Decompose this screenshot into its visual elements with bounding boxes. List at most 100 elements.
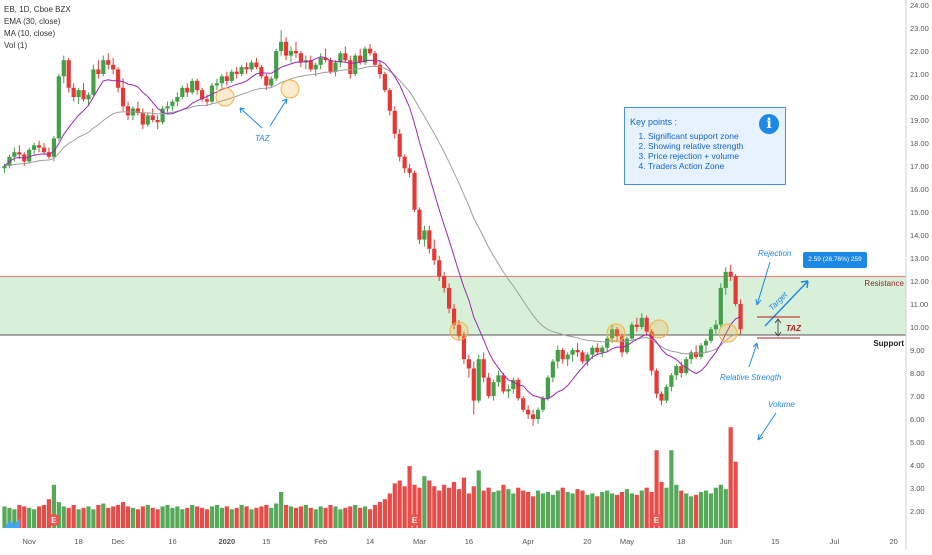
- taz-arrowhead: [239, 107, 246, 114]
- volume-bar: [328, 504, 333, 528]
- taz-range-icon: [774, 318, 782, 337]
- candle-body: [239, 67, 244, 74]
- volume-bar: [432, 486, 437, 528]
- volume-bar: [540, 493, 546, 528]
- candle-body: [96, 69, 101, 74]
- volume-bar: [590, 493, 595, 528]
- candle-body: [165, 106, 170, 109]
- candle-body: [150, 115, 155, 120]
- candle-body: [481, 359, 486, 378]
- candle-body: [382, 74, 387, 91]
- candle-body: [402, 156, 407, 169]
- volume-bar: [565, 492, 570, 528]
- target-arrow: [764, 280, 809, 327]
- volume-bar: [140, 506, 145, 528]
- volume-bar: [274, 503, 279, 528]
- volume-bar: [575, 489, 580, 528]
- candle-body: [318, 57, 323, 65]
- y-tick-label: 7.00: [910, 392, 925, 401]
- candle-body: [214, 83, 220, 86]
- x-tick-label: 16: [465, 537, 473, 546]
- key-point-item: Traders Action Zone: [648, 161, 743, 171]
- volume-bar: [723, 489, 728, 528]
- volume-bar: [634, 494, 639, 528]
- candle-body: [116, 69, 121, 88]
- volume-bar: [718, 484, 723, 528]
- candle-body: [422, 230, 427, 240]
- candle-body: [550, 361, 555, 378]
- x-tick-label: Jun: [720, 537, 732, 546]
- candle-body: [679, 366, 684, 373]
- candle-body: [249, 62, 254, 70]
- volume-bar: [36, 506, 42, 528]
- volume-bar: [249, 509, 254, 528]
- y-tick-label: 2.00: [910, 507, 925, 516]
- volume-bar: [214, 504, 220, 528]
- volume-bar: [733, 461, 738, 528]
- candle-body: [41, 147, 47, 153]
- candle-body: [659, 393, 664, 401]
- candle-body: [283, 41, 289, 56]
- x-tick-label: 18: [677, 537, 685, 546]
- legend-symbol: EB, 1D, Cboe BZX: [4, 5, 71, 14]
- volume-bar: [66, 507, 71, 528]
- x-tick-label: Apr: [522, 537, 534, 546]
- candle-body: [447, 287, 452, 309]
- candle-body: [27, 149, 32, 162]
- candle-body: [180, 87, 185, 97]
- volume-bar: [689, 496, 694, 528]
- earnings-marker-icon: [47, 514, 60, 526]
- volume-bar: [46, 499, 52, 528]
- volume-bar: [333, 506, 338, 528]
- x-tick-label: Jul: [830, 537, 840, 546]
- volume-bar: [619, 492, 625, 528]
- volume-bar: [624, 489, 630, 528]
- volume-bar: [555, 490, 560, 528]
- candle-body: [708, 329, 714, 341]
- volume-bar: [135, 509, 140, 528]
- candle-body: [111, 64, 116, 70]
- candle-body: [501, 375, 506, 392]
- volume-bar: [649, 492, 654, 528]
- candle-body: [135, 108, 140, 114]
- volume-bar: [61, 506, 66, 528]
- volume-bar: [101, 503, 106, 528]
- candle-body: [229, 71, 234, 81]
- candle-body: [575, 350, 580, 353]
- volume-bar: [669, 450, 674, 528]
- x-tick-label: 14: [366, 537, 374, 546]
- y-tick-label: 9.00: [910, 346, 925, 355]
- volume-bar: [674, 484, 679, 528]
- volume-bar: [382, 499, 387, 528]
- y-tick-label: 23.00: [910, 24, 929, 33]
- relative-strength-arrowhead: [752, 342, 759, 350]
- key-point-item: Price rejection + volume: [648, 151, 743, 161]
- support-zone: [0, 276, 906, 336]
- candle-body: [12, 152, 17, 157]
- volume-bar: [600, 492, 605, 528]
- x-tick-label: 16: [168, 537, 176, 546]
- candle-body: [392, 110, 397, 134]
- volume-bar: [545, 492, 550, 528]
- volume-bar: [456, 489, 462, 528]
- volume-bar: [417, 487, 422, 528]
- candle-body: [76, 90, 81, 97]
- earnings-marker-label: E: [51, 516, 57, 525]
- candle-body: [694, 352, 699, 357]
- earnings-marker-icon: [408, 514, 421, 526]
- relative-strength-arrow: [748, 342, 758, 368]
- taz-circle: [718, 323, 738, 343]
- y-tick-label: 22.00: [910, 47, 929, 56]
- target-arrowhead: [800, 280, 809, 289]
- x-tick-label: May: [620, 537, 634, 546]
- volume-bar: [180, 509, 185, 528]
- volume-bar: [185, 507, 190, 528]
- y-tick-label: 12.00: [910, 277, 929, 286]
- y-tick-label: 14.00: [910, 231, 929, 240]
- info-icon: i: [759, 114, 779, 134]
- volume-bar: [437, 490, 442, 528]
- y-tick-label: 3.00: [910, 484, 925, 493]
- candle-body: [555, 350, 560, 362]
- key-point-item: Significant support zone: [648, 131, 743, 141]
- rejection-arrow: [756, 261, 771, 306]
